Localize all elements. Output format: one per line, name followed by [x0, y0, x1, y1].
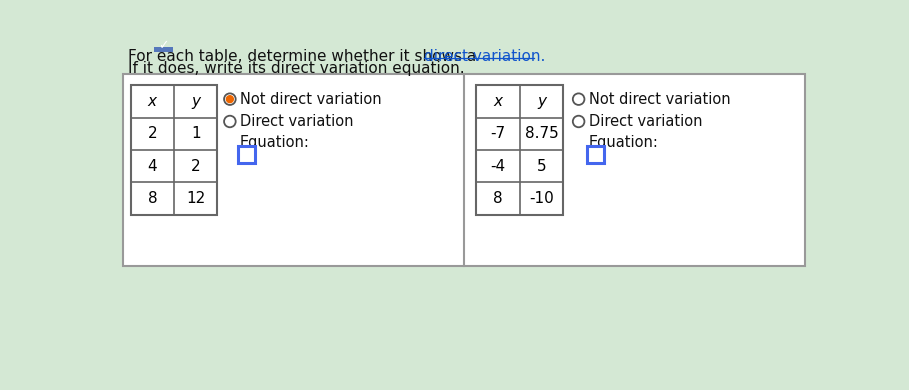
- Text: For each table, determine whether it shows a: For each table, determine whether it sho…: [127, 48, 481, 64]
- Text: y: y: [537, 94, 546, 109]
- Bar: [123, 74, 805, 266]
- Text: 2: 2: [147, 126, 157, 141]
- Text: 2: 2: [191, 159, 201, 174]
- Bar: [587, 146, 604, 163]
- Circle shape: [573, 116, 584, 127]
- Text: Direct variation: Direct variation: [240, 114, 354, 129]
- Text: If it does, write its direct variation equation.: If it does, write its direct variation e…: [127, 61, 464, 76]
- Bar: [476, 85, 563, 215]
- Circle shape: [226, 96, 234, 103]
- Text: -4: -4: [491, 159, 505, 174]
- Text: 8: 8: [494, 191, 503, 206]
- Text: y: y: [191, 94, 200, 109]
- Text: -7: -7: [491, 126, 505, 141]
- Text: Not direct variation: Not direct variation: [589, 92, 730, 106]
- Text: 1: 1: [191, 126, 201, 141]
- Text: 5: 5: [536, 159, 546, 174]
- Text: Not direct variation: Not direct variation: [240, 92, 382, 106]
- Circle shape: [224, 116, 235, 127]
- Text: ✓: ✓: [158, 39, 168, 52]
- Text: 12: 12: [186, 191, 205, 206]
- Circle shape: [224, 93, 235, 105]
- Text: direct variation.: direct variation.: [425, 48, 545, 64]
- Text: Equation:: Equation:: [589, 135, 659, 150]
- Text: Direct variation: Direct variation: [589, 114, 702, 129]
- Bar: [154, 38, 173, 52]
- Bar: [238, 146, 255, 163]
- Text: x: x: [148, 94, 157, 109]
- Text: 8.75: 8.75: [524, 126, 558, 141]
- Text: -10: -10: [529, 191, 554, 206]
- Circle shape: [573, 93, 584, 105]
- Text: 8: 8: [147, 191, 157, 206]
- Text: 4: 4: [147, 159, 157, 174]
- Text: Equation:: Equation:: [240, 135, 310, 150]
- Text: x: x: [494, 94, 503, 109]
- Bar: [131, 85, 217, 215]
